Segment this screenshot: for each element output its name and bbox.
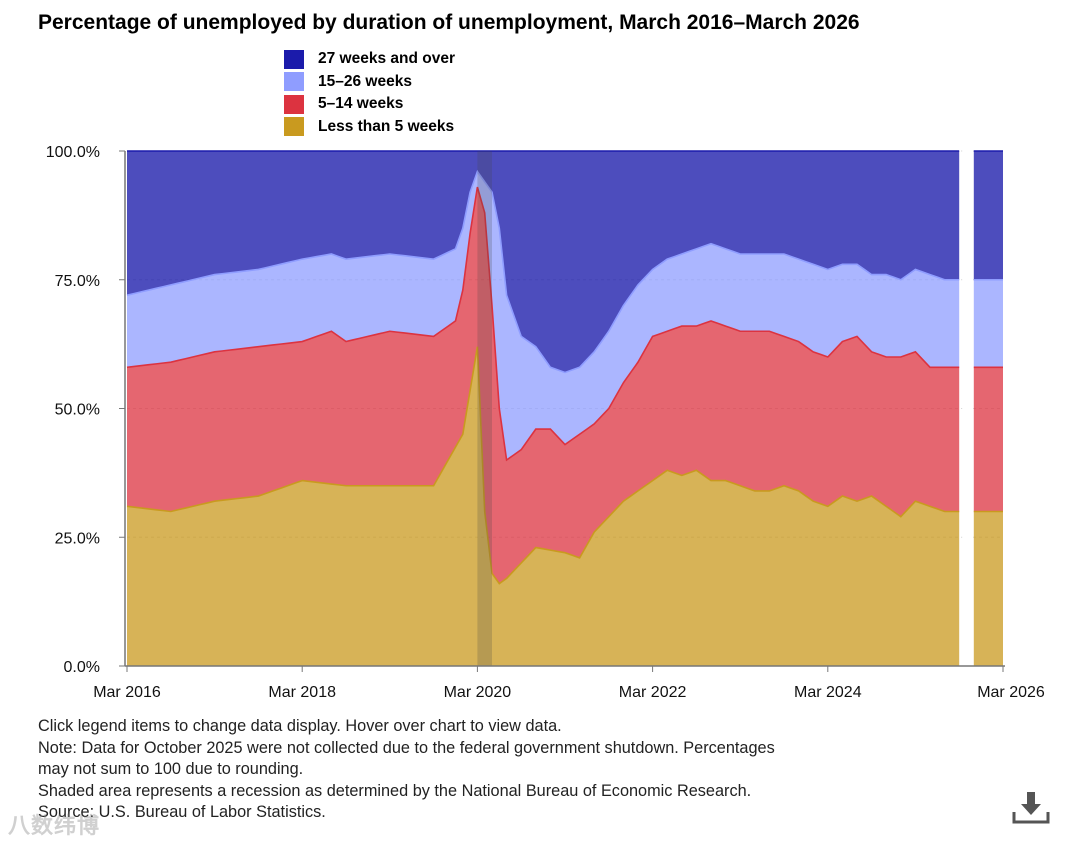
chart-title: Percentage of unemployed by duration of … (38, 11, 860, 34)
legend-label: 15–26 weeks (318, 72, 412, 90)
area-15-26-weeks[interactable] (973, 279, 1003, 368)
x-tick-label: Mar 2026 (977, 684, 1045, 701)
x-tick-label: Mar 2018 (268, 684, 336, 701)
watermark-logo: 八数纬博 (8, 813, 101, 838)
legend-swatch (284, 49, 304, 69)
legend-label: 5–14 weeks (318, 95, 404, 113)
y-tick-label: 75.0% (55, 273, 100, 290)
y-tick-label: 0.0% (64, 659, 100, 676)
legend-swatch (284, 117, 304, 137)
area-less-than-5-weeks-line (126, 346, 960, 585)
area-15-26-weeks-line (126, 169, 960, 374)
area-less-than-5-weeks[interactable] (973, 511, 1003, 667)
x-tick-label: Mar 2024 (794, 684, 862, 701)
hint-text: Click legend items to change data displa… (38, 717, 562, 735)
legend-item-less-than-5-weeks[interactable]: Less than 5 weeks (284, 116, 455, 139)
chart-legend: 27 weeks and over 15–26 weeks 5–14 weeks… (284, 48, 455, 138)
legend-item-15-26-weeks[interactable]: 15–26 weeks (284, 71, 455, 94)
x-tick-label: Mar 2016 (93, 684, 161, 701)
area-5-14-weeks[interactable] (973, 367, 1003, 512)
legend-label: 27 weeks and over (318, 50, 455, 68)
area-less-than-5-weeks[interactable] (127, 346, 960, 666)
download-icon (1012, 792, 1050, 824)
note-text-continued: may not sum to 100 due to rounding. (38, 760, 304, 778)
area-15-26-weeks[interactable] (127, 171, 960, 460)
legend-swatch (284, 72, 304, 92)
note-text: Note: Data for October 2025 were not col… (38, 738, 775, 757)
chart-overlay (477, 149, 971, 666)
recession-note: Shaded area represents a recession as de… (38, 781, 752, 800)
chart-areas[interactable] (126, 150, 1003, 667)
chart-notes: Click legend items to change data displa… (38, 716, 1028, 824)
area-5-14-weeks-line (126, 186, 960, 462)
legend-swatch (284, 94, 304, 114)
y-tick-label: 25.0% (55, 530, 100, 547)
area-5-14-weeks[interactable] (127, 187, 960, 584)
y-tick-label: 50.0% (55, 402, 100, 419)
source-text: Source: U.S. Bureau of Labor Statistics. (38, 803, 326, 821)
area-27-weeks-and-over[interactable] (127, 151, 960, 373)
stacked-area-chart[interactable]: 0.0% 25.0% 50.0% 75.0% 100.0% Mar 2016 Mar 201… (0, 130, 1080, 710)
legend-item-5-14-weeks[interactable]: 5–14 weeks (284, 93, 455, 116)
legend-label: Less than 5 weeks (318, 117, 455, 135)
y-tick-label: 100.0% (46, 144, 100, 161)
legend-item-27-weeks-and-over[interactable]: 27 weeks and over (284, 48, 455, 71)
recession-shading (477, 151, 492, 666)
chart-axes: 0.0% 25.0% 50.0% 75.0% 100.0% Mar 2016 Mar 201… (46, 144, 1045, 701)
x-tick-label: Mar 2020 (444, 684, 512, 701)
missing-data-gap (962, 149, 971, 666)
area-27-weeks-and-over[interactable] (973, 151, 1003, 280)
x-tick-label: Mar 2022 (619, 684, 687, 701)
download-button[interactable] (1012, 790, 1050, 826)
